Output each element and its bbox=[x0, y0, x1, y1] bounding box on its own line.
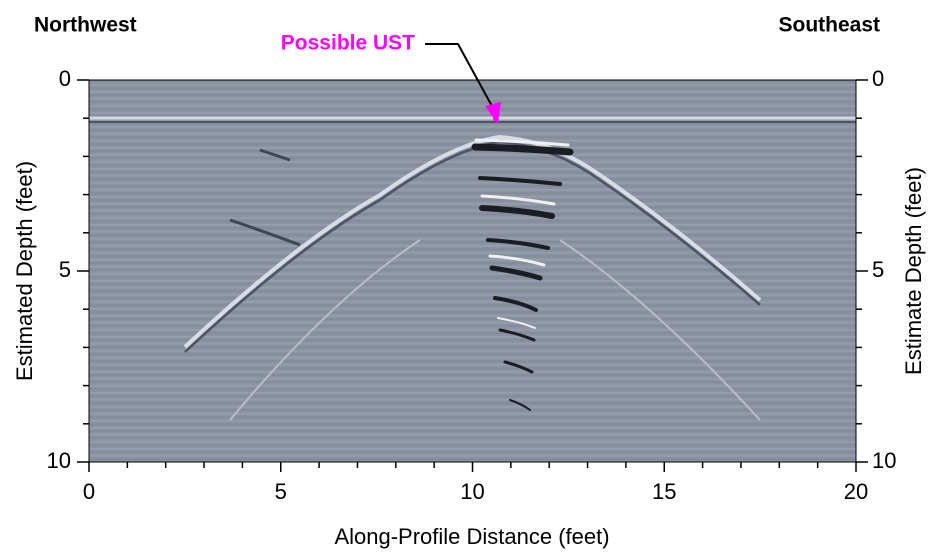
left-heading: Northwest bbox=[34, 14, 137, 37]
y2-axis-label: Estimate Depth (feet) bbox=[901, 167, 926, 375]
y2-tick-label: 5 bbox=[872, 257, 884, 282]
annotation-arrow bbox=[425, 43, 494, 109]
y-axis-label: Estimated Depth (feet) bbox=[12, 161, 37, 381]
x-tick-label: 0 bbox=[83, 479, 95, 504]
x-tick-label: 20 bbox=[844, 479, 868, 504]
right-heading: Southeast bbox=[778, 14, 880, 37]
y-tick-label: 5 bbox=[59, 257, 71, 282]
x-tick-label: 10 bbox=[460, 479, 484, 504]
y2-tick-label: 0 bbox=[872, 66, 884, 91]
x-axis-label: Along-Profile Distance (feet) bbox=[334, 524, 609, 549]
y-tick-label: 10 bbox=[47, 448, 71, 473]
x-tick-label: 5 bbox=[275, 479, 287, 504]
annotation-arrowhead bbox=[485, 102, 501, 124]
radargram-image bbox=[89, 80, 856, 462]
y2-tick-label: 10 bbox=[872, 448, 896, 473]
annotation: Possible UST bbox=[281, 32, 415, 55]
x-tick-label: 15 bbox=[652, 479, 676, 504]
y-tick-label: 0 bbox=[59, 66, 71, 91]
